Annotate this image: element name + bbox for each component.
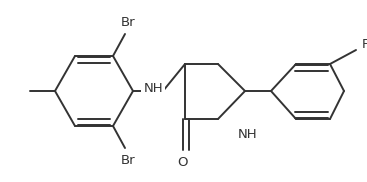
Text: Br: Br	[121, 153, 135, 167]
Text: Br: Br	[121, 15, 135, 29]
Text: NH: NH	[143, 82, 163, 94]
Text: F: F	[362, 37, 367, 50]
Text: NH: NH	[238, 128, 258, 141]
Text: O: O	[178, 155, 188, 169]
